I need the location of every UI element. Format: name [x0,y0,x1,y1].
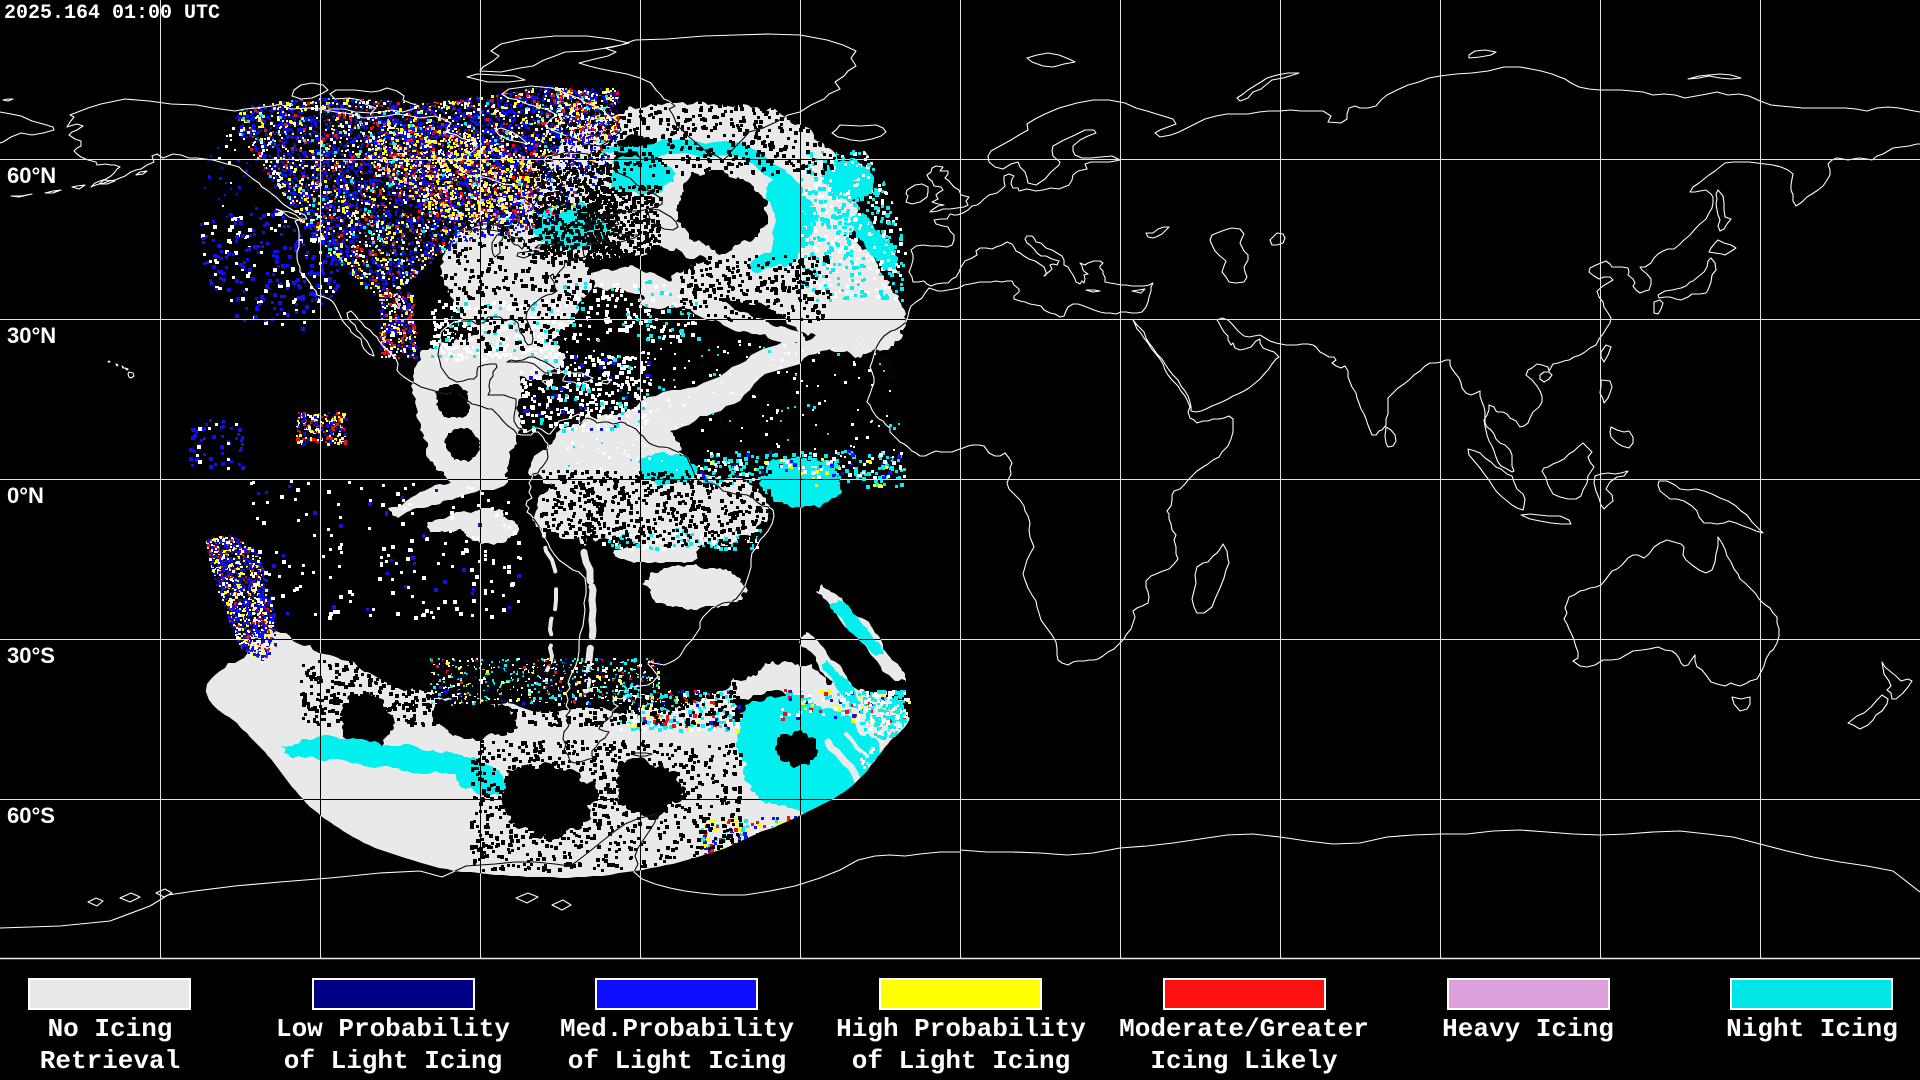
svg-text:Icing Likely: Icing Likely [1150,1046,1338,1076]
svg-text:30°S: 30°S [7,643,55,668]
svg-text:Heavy Icing: Heavy Icing [1442,1014,1614,1044]
svg-text:60°S: 60°S [7,803,55,828]
svg-text:Moderate/Greater: Moderate/Greater [1119,1014,1369,1044]
svg-text:Retrieval: Retrieval [40,1046,180,1076]
svg-text:Night Icing: Night Icing [1726,1014,1898,1044]
svg-text:2025.164 01:00 UTC: 2025.164 01:00 UTC [4,2,220,25]
svg-text:No Icing: No Icing [48,1014,173,1044]
svg-text:of Light Icing: of Light Icing [284,1046,502,1076]
svg-text:Med.Probability: Med.Probability [560,1014,794,1044]
svg-text:of Light Icing: of Light Icing [568,1046,786,1076]
svg-text:Low Probability: Low Probability [276,1014,510,1044]
svg-text:of Light Icing: of Light Icing [852,1046,1070,1076]
svg-text:30°N: 30°N [7,323,56,348]
svg-text:60°N: 60°N [7,163,56,188]
svg-text:High Probability: High Probability [836,1014,1086,1044]
svg-text:0°N: 0°N [7,483,44,508]
